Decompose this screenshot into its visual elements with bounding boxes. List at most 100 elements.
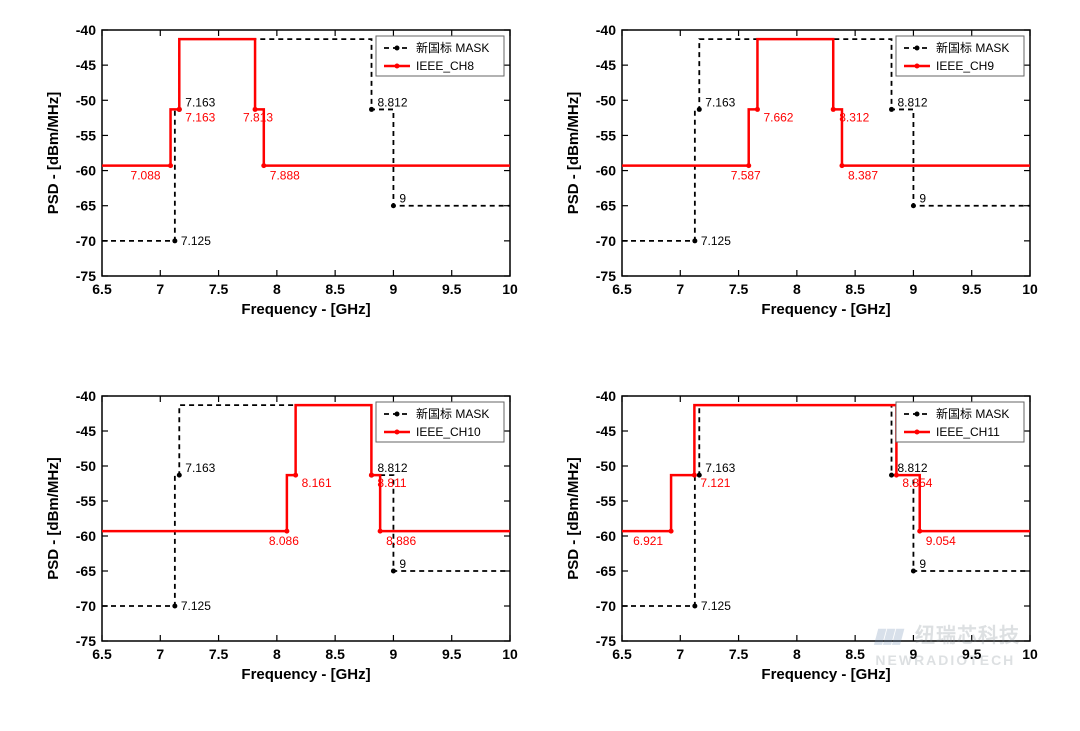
ieee-marker — [894, 473, 899, 478]
ytick-label: -55 — [76, 493, 96, 509]
ytick-label: -60 — [596, 528, 616, 544]
mask-point-label: 7.125 — [181, 234, 211, 248]
ytick-label: -40 — [76, 388, 96, 404]
xtick-label: 7 — [156, 281, 164, 297]
ieee-point-label: 8.161 — [302, 476, 332, 490]
mask-point-label: 7.163 — [705, 95, 735, 109]
chart-ch11: 6.577.588.599.510-75-70-65-60-55-50-45-4… — [560, 386, 1040, 691]
legend-ieee-label: IEEE_CH10 — [416, 425, 481, 439]
ieee-marker — [293, 473, 298, 478]
y-axis-label: PSD - [dBm/MHz] — [565, 92, 582, 215]
y-axis-label: PSD - [dBm/MHz] — [45, 457, 62, 580]
ytick-label: -50 — [596, 458, 616, 474]
legend-mask-label: 新国标 MASK — [416, 406, 489, 421]
mask-marker — [911, 569, 916, 574]
panel-ch8: 6.577.588.599.510-75-70-65-60-55-50-45-4… — [40, 20, 520, 326]
mask-marker — [369, 107, 374, 112]
ieee-marker — [746, 163, 751, 168]
mask-marker — [391, 569, 396, 574]
ytick-label: -75 — [76, 633, 96, 649]
xtick-label: 10 — [502, 646, 518, 662]
mask-marker — [692, 238, 697, 243]
xtick-label: 8 — [793, 646, 801, 662]
x-axis-label: Frequency - [GHz] — [241, 301, 370, 318]
chart-ch8: 6.577.588.599.510-75-70-65-60-55-50-45-4… — [40, 20, 520, 326]
mask-point-label: 8.812 — [898, 95, 928, 109]
xtick-label: 7.5 — [729, 646, 749, 662]
ieee-point-label: 8.854 — [902, 476, 932, 490]
mask-marker — [177, 473, 182, 478]
ieee-point-label: 6.921 — [633, 534, 663, 548]
y-axis-label: PSD - [dBm/MHz] — [45, 92, 62, 215]
xtick-label: 9 — [910, 281, 918, 297]
mask-point-label: 9 — [399, 557, 406, 571]
ieee-point-label: 8.086 — [269, 534, 299, 548]
xtick-label: 8.5 — [325, 646, 345, 662]
ytick-label: -50 — [596, 92, 616, 108]
legend-mask-label: 新国标 MASK — [936, 40, 1009, 55]
legend-ieee-label: IEEE_CH8 — [416, 59, 474, 73]
xtick-label: 7.5 — [209, 281, 229, 297]
xtick-label: 8 — [273, 281, 281, 297]
mask-marker — [889, 107, 894, 112]
xtick-label: 8.5 — [845, 646, 865, 662]
mask-point-label: 7.125 — [701, 234, 731, 248]
xtick-label: 8.5 — [325, 281, 345, 297]
xtick-label: 7.5 — [729, 281, 749, 297]
ytick-label: -70 — [596, 233, 616, 249]
ytick-label: -50 — [76, 458, 96, 474]
ytick-label: -60 — [596, 163, 616, 179]
legend-mask-label: 新国标 MASK — [936, 406, 1009, 421]
ytick-label: -45 — [76, 423, 96, 439]
ieee-point-label: 7.813 — [243, 110, 273, 124]
ieee-marker — [261, 163, 266, 168]
xtick-label: 7 — [156, 646, 164, 662]
mask-point-label: 9 — [399, 192, 406, 206]
mask-point-label: 7.163 — [185, 461, 215, 475]
ytick-label: -65 — [596, 198, 616, 214]
xtick-label: 9.5 — [962, 281, 982, 297]
panel-ch10: 6.577.588.599.510-75-70-65-60-55-50-45-4… — [40, 386, 520, 691]
chart-ch9: 6.577.588.599.510-75-70-65-60-55-50-45-4… — [560, 20, 1040, 326]
ytick-label: -50 — [76, 92, 96, 108]
ytick-label: -70 — [76, 598, 96, 614]
ytick-label: -75 — [76, 268, 96, 284]
mask-marker — [889, 473, 894, 478]
mask-marker — [911, 203, 916, 208]
ieee-point-label: 8.312 — [839, 110, 869, 124]
legend-ieee-label: IEEE_CH9 — [936, 59, 994, 73]
xtick-label: 9.5 — [442, 646, 462, 662]
mask-marker — [692, 604, 697, 609]
xtick-label: 10 — [1022, 646, 1038, 662]
mask-point-label: 8.812 — [378, 95, 408, 109]
ytick-label: -65 — [596, 563, 616, 579]
ytick-label: -40 — [596, 22, 616, 38]
mask-point-label: 8.812 — [898, 461, 928, 475]
ytick-label: -60 — [76, 163, 96, 179]
ieee-marker — [168, 163, 173, 168]
xtick-label: 7 — [676, 646, 684, 662]
xtick-label: 7 — [676, 281, 684, 297]
x-axis-label: Frequency - [GHz] — [761, 301, 890, 318]
legend-ieee-label: IEEE_CH11 — [936, 425, 1000, 439]
ytick-label: -55 — [596, 127, 616, 143]
xtick-label: 8 — [793, 281, 801, 297]
xtick-label: 10 — [1022, 281, 1038, 297]
ytick-label: -45 — [76, 57, 96, 73]
xtick-label: 9.5 — [962, 646, 982, 662]
ytick-label: -65 — [76, 563, 96, 579]
ieee-marker — [378, 529, 383, 534]
ieee-marker — [755, 107, 760, 112]
xtick-label: 9.5 — [442, 281, 462, 297]
xtick-label: 8.5 — [845, 281, 865, 297]
y-axis-label: PSD - [dBm/MHz] — [565, 457, 582, 580]
mask-marker — [697, 107, 702, 112]
mask-point-label: 7.163 — [185, 95, 215, 109]
chart-grid: 6.577.588.599.510-75-70-65-60-55-50-45-4… — [0, 0, 1080, 731]
ieee-point-label: 8.387 — [848, 169, 878, 183]
ytick-label: -45 — [596, 57, 616, 73]
ytick-label: -45 — [596, 423, 616, 439]
ytick-label: -60 — [76, 528, 96, 544]
ytick-label: -65 — [76, 198, 96, 214]
ieee-marker — [669, 529, 674, 534]
